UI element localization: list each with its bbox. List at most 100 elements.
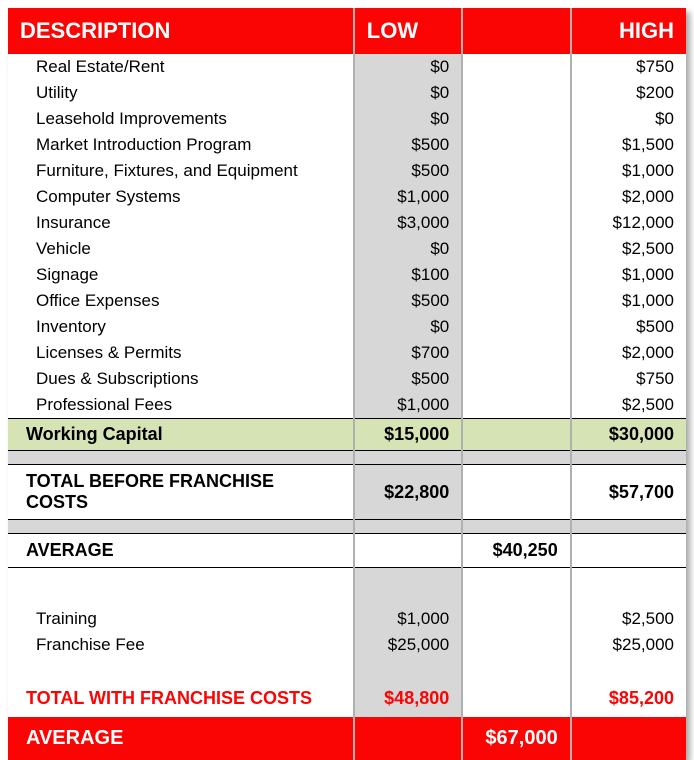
franchise-item-low: $1,000 — [354, 606, 462, 632]
item-high: $200 — [571, 80, 686, 106]
working-capital-low: $15,000 — [354, 419, 462, 451]
table-row: Computer Systems$1,000 $2,000 — [8, 184, 686, 210]
average-before-mid: $40,250 — [462, 534, 570, 568]
item-mid — [462, 314, 570, 340]
franchise-item-mid — [462, 606, 570, 632]
item-mid — [462, 340, 570, 366]
item-mid — [462, 158, 570, 184]
header-low: LOW — [354, 8, 462, 54]
item-high: $1,000 — [571, 158, 686, 184]
item-low: $700 — [354, 340, 462, 366]
header-mid — [462, 8, 570, 54]
item-label: Dues & Subscriptions — [8, 366, 354, 392]
table-row: Training$1,000 $2,500 — [8, 606, 686, 632]
franchise-item-mid — [462, 632, 570, 658]
item-low: $500 — [354, 366, 462, 392]
item-low: $500 — [354, 158, 462, 184]
item-mid — [462, 106, 570, 132]
item-high: $750 — [571, 54, 686, 80]
item-low: $3,000 — [354, 210, 462, 236]
item-high: $0 — [571, 106, 686, 132]
table-row: Inventory$0 $500 — [8, 314, 686, 340]
item-high: $1,000 — [571, 288, 686, 314]
item-mid — [462, 392, 570, 419]
franchise-item-label: Training — [8, 606, 354, 632]
table-header-row: DESCRIPTION LOW HIGH — [8, 8, 686, 54]
item-label: Leasehold Improvements — [8, 106, 354, 132]
item-label: Office Expenses — [8, 288, 354, 314]
item-mid — [462, 54, 570, 80]
franchise-item-high: $25,000 — [571, 632, 686, 658]
franchise-item-label: Franchise Fee — [8, 632, 354, 658]
working-capital-row: Working Capital $15,000 $30,000 — [8, 419, 686, 451]
final-average-low — [354, 717, 462, 760]
item-high: $2,000 — [571, 184, 686, 210]
item-low: $100 — [354, 262, 462, 288]
item-label: Furniture, Fixtures, and Equipment — [8, 158, 354, 184]
item-low: $0 — [354, 106, 462, 132]
final-average-high — [571, 717, 686, 760]
item-mid — [462, 184, 570, 210]
working-capital-high: $30,000 — [571, 419, 686, 451]
item-label: Inventory — [8, 314, 354, 340]
total-before-mid — [462, 465, 570, 520]
item-mid — [462, 236, 570, 262]
item-label: Computer Systems — [8, 184, 354, 210]
average-before-low — [354, 534, 462, 568]
average-before-high — [571, 534, 686, 568]
item-low: $1,000 — [354, 392, 462, 419]
item-mid — [462, 288, 570, 314]
item-label: Utility — [8, 80, 354, 106]
item-label: Real Estate/Rent — [8, 54, 354, 80]
item-low: $1,000 — [354, 184, 462, 210]
item-mid — [462, 80, 570, 106]
item-high: $1,500 — [571, 132, 686, 158]
header-high: HIGH — [571, 8, 686, 54]
item-high: $500 — [571, 314, 686, 340]
franchise-item-high: $2,500 — [571, 606, 686, 632]
average-before-label: AVERAGE — [8, 534, 354, 568]
table-row: Vehicle$0$2,500 — [8, 236, 686, 262]
item-low: $0 — [354, 314, 462, 340]
gap-row — [8, 658, 686, 680]
total-with-mid — [462, 680, 570, 717]
item-high: $1,000 — [571, 262, 686, 288]
working-capital-label: Working Capital — [8, 419, 354, 451]
total-with-high: $85,200 — [571, 680, 686, 717]
header-description: DESCRIPTION — [8, 8, 354, 54]
table-row: Signage$100 $1,000 — [8, 262, 686, 288]
table-row: Market Introduction Program$500$1,500 — [8, 132, 686, 158]
franchise-item-low: $25,000 — [354, 632, 462, 658]
total-with-label: TOTAL WITH FRANCHISE COSTS — [8, 680, 354, 717]
table-row: Licenses & Permits$700$2,000 — [8, 340, 686, 366]
table-row: Real Estate/Rent$0$750 — [8, 54, 686, 80]
average-before-row: AVERAGE $40,250 — [8, 534, 686, 568]
table-row: Utility$0 $200 — [8, 80, 686, 106]
item-high: $2,500 — [571, 236, 686, 262]
cost-table: DESCRIPTION LOW HIGH Real Estate/Rent$0$… — [8, 8, 686, 760]
item-label: Signage — [8, 262, 354, 288]
gap-row — [8, 568, 686, 606]
total-with-low: $48,800 — [354, 680, 462, 717]
table-row: Insurance$3,000 $12,000 — [8, 210, 686, 236]
total-before-label: TOTAL BEFORE FRANCHISE COSTS — [8, 465, 354, 520]
item-label: Vehicle — [8, 236, 354, 262]
final-average-row: AVERAGE $67,000 — [8, 717, 686, 760]
spacer-row — [8, 451, 686, 465]
total-with-row: TOTAL WITH FRANCHISE COSTS $48,800 $85,2… — [8, 680, 686, 717]
item-low: $500 — [354, 288, 462, 314]
item-high: $750 — [571, 366, 686, 392]
table-row: Leasehold Improvements$0$0 — [8, 106, 686, 132]
item-high: $2,000 — [571, 340, 686, 366]
item-mid — [462, 210, 570, 236]
final-average-label: AVERAGE — [8, 717, 354, 760]
spacer-row — [8, 520, 686, 534]
item-label: Market Introduction Program — [8, 132, 354, 158]
item-mid — [462, 132, 570, 158]
item-high: $12,000 — [571, 210, 686, 236]
working-capital-mid — [462, 419, 570, 451]
item-label: Insurance — [8, 210, 354, 236]
table-row: Dues & Subscriptions$500 $750 — [8, 366, 686, 392]
total-before-row: TOTAL BEFORE FRANCHISE COSTS $22,800 $57… — [8, 465, 686, 520]
item-low: $0 — [354, 80, 462, 106]
